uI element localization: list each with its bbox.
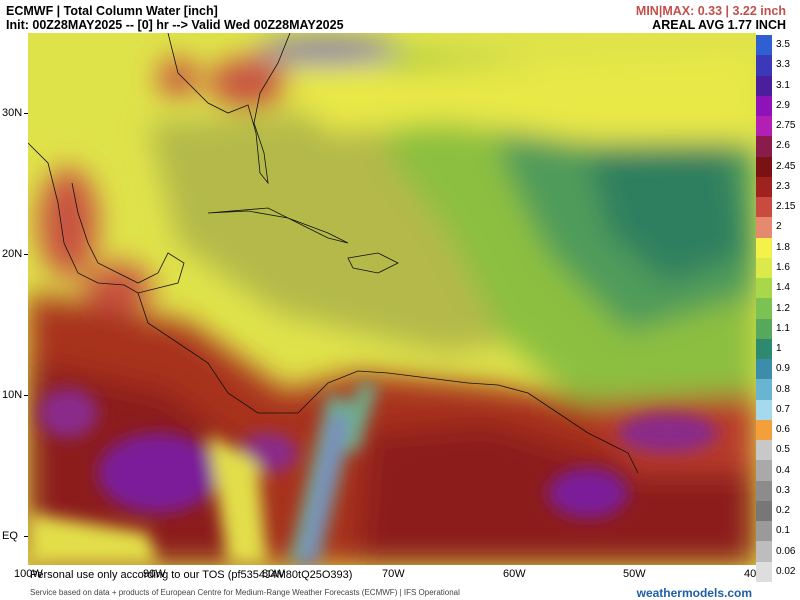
color-scale-segment <box>756 35 772 56</box>
color-scale-segment <box>756 136 772 158</box>
lon-label-80w: 80W <box>262 568 285 580</box>
lat-tick <box>24 536 28 537</box>
color-scale-segment <box>756 338 772 360</box>
areal-average: AREAL AVG 1.77 INCH <box>652 18 786 32</box>
lat-label-30n: 30N <box>2 107 23 119</box>
color-scale-label: 1 <box>776 343 782 355</box>
lat-tick <box>24 254 28 255</box>
color-scale-segment <box>756 480 772 502</box>
color-scale-segment <box>756 521 772 542</box>
central-america-coastline <box>137 292 309 414</box>
cuba-outline <box>207 207 349 244</box>
south-america-coastline <box>307 370 639 474</box>
lat-label-20n: 20N <box>2 248 23 260</box>
lon-label-40w: 40 <box>744 568 757 580</box>
color-scale-label: 1.8 <box>776 241 790 253</box>
color-scale-label: 3.5 <box>776 39 790 51</box>
tos-notice: Personal use only according to our TOS (… <box>30 569 353 581</box>
color-scale-label: 0.3 <box>776 484 790 496</box>
color-scale-segment <box>756 95 772 117</box>
color-scale-segment <box>756 237 772 259</box>
color-scale-segment <box>756 500 772 522</box>
color-scale-label: 0.6 <box>776 424 790 436</box>
lat-label-10n: 10N <box>2 389 23 401</box>
lat-label-eq: EQ <box>2 530 18 542</box>
color-scale-label: 2.3 <box>776 180 790 192</box>
color-scale-label: 1.4 <box>776 282 790 294</box>
lon-label-100w: 100W <box>14 568 43 580</box>
color-scale-segment <box>756 278 772 299</box>
total-column-water-map <box>27 32 756 565</box>
color-scale-label: 1.6 <box>776 261 790 273</box>
color-scale-segment <box>756 460 772 482</box>
us-coastline <box>167 32 291 185</box>
color-scale-label: 0.06 <box>776 545 796 557</box>
color-scale-segment <box>756 55 772 76</box>
color-scale-segment <box>756 217 772 239</box>
color-scale-label: 1.1 <box>776 322 790 334</box>
init-valid-time: Init: 00Z28MAY2025 -- [0] hr --> Valid W… <box>6 18 344 32</box>
color-scale-segment <box>756 561 772 583</box>
hispaniola-outline <box>347 252 399 274</box>
color-scale-label: 0.4 <box>776 464 790 476</box>
color-scale-label: 2.9 <box>776 99 790 111</box>
mexico-coastline <box>27 142 185 294</box>
color-scale-label: 0.2 <box>776 505 790 517</box>
color-scale-label: 0.1 <box>776 525 790 537</box>
color-scale-label: 0.9 <box>776 363 790 375</box>
color-scale-segment <box>756 116 772 137</box>
map-canvas <box>27 32 756 565</box>
lon-label-70w: 70W <box>382 568 405 580</box>
min-max-readout: MIN|MAX: 0.33 | 3.22 inch <box>635 4 786 18</box>
color-scale-label: 1.2 <box>776 302 790 314</box>
color-scale-segment <box>756 318 772 340</box>
color-scale-label: 2.75 <box>776 120 796 132</box>
color-scale-segment <box>756 298 772 320</box>
lon-label-50w: 50W <box>623 568 646 580</box>
color-scale-label: 2 <box>776 221 782 233</box>
color-scale-label: 0.5 <box>776 444 790 456</box>
lat-tick <box>24 113 28 114</box>
color-scale-label: 0.8 <box>776 383 790 395</box>
color-scale-label: 3.1 <box>776 79 790 91</box>
color-scale-segment <box>756 440 772 461</box>
lon-label-60w: 60W <box>503 568 526 580</box>
color-scale-segment <box>756 257 772 279</box>
color-scale-label: 0.02 <box>776 565 796 577</box>
color-scale-label: 2.6 <box>776 140 790 152</box>
brand-link[interactable]: weathermodels.com <box>636 586 752 600</box>
color-scale-segment <box>756 156 772 178</box>
color-scale-segment <box>756 176 772 198</box>
color-scale-segment <box>756 197 772 218</box>
color-scale-label: 2.45 <box>776 160 796 172</box>
color-scale-label: 0.7 <box>776 403 790 415</box>
color-scale-segment <box>756 399 772 421</box>
lon-label-90w: 90W <box>143 568 166 580</box>
color-scale-segment <box>756 379 772 401</box>
chart-title: ECMWF | Total Column Water [inch] <box>6 4 218 18</box>
color-scale-segment <box>756 541 772 563</box>
color-scale-label: 2.15 <box>776 201 796 213</box>
color-scale-segment <box>756 359 772 380</box>
color-scale-segment <box>756 75 772 97</box>
color-scale-bar <box>756 35 772 583</box>
color-scale-label: 3.3 <box>776 59 790 71</box>
lat-tick <box>24 395 28 396</box>
data-credit: Service based on data + products of Euro… <box>30 588 460 597</box>
color-scale-segment <box>756 419 772 441</box>
